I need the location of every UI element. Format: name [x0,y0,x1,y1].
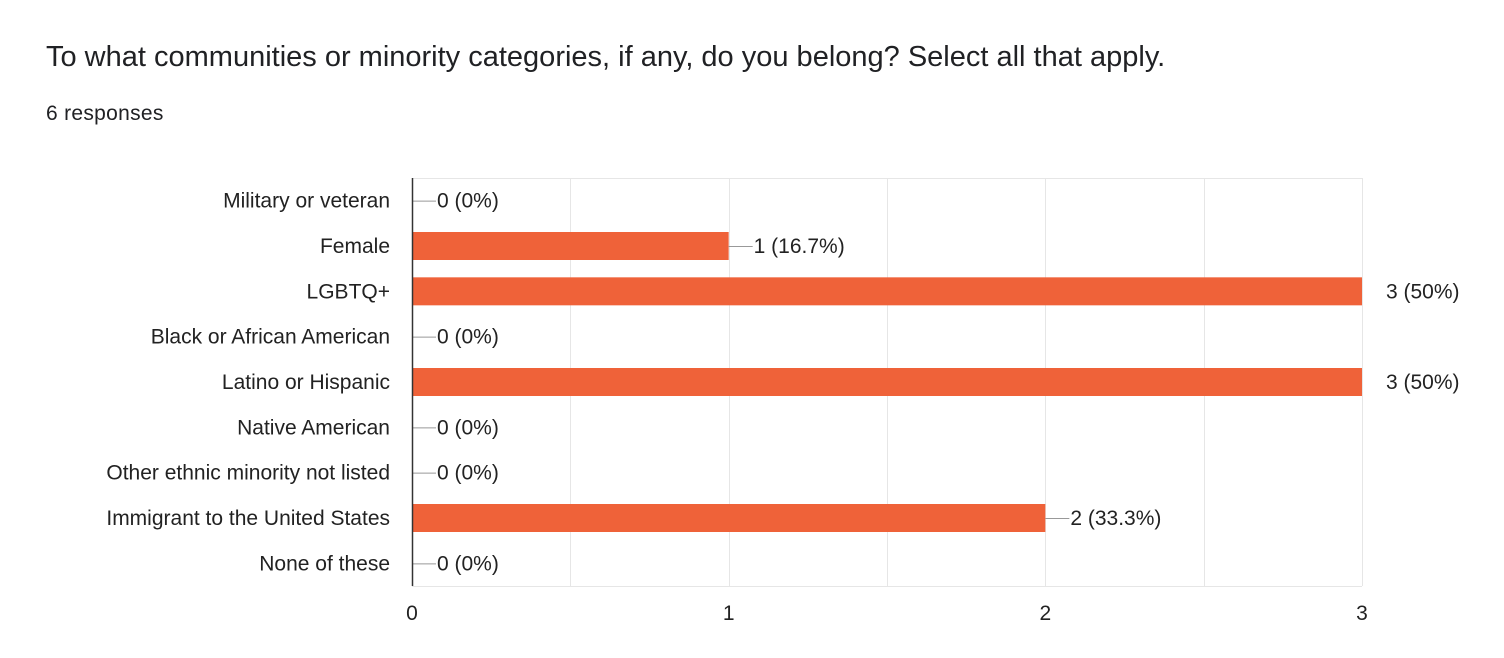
x-tick-label: 0 [406,602,418,625]
response-count: 6 responses [46,102,164,125]
data-label: 0 (0%) [437,416,499,439]
bar [412,232,729,260]
x-tick-label: 3 [1356,602,1368,625]
category-label: Immigrant to the United States [106,507,390,530]
category-label: Military or veteran [223,190,390,213]
chart-labels: Military or veteran 0 (0%) Female 1 (16.7%)… [106,190,1459,576]
data-label: 0 (0%) [437,552,499,575]
chart-bars [412,232,1362,532]
bar [412,368,1362,396]
category-label: Latino or Hispanic [222,371,390,394]
data-label: 0 (0%) [437,326,499,349]
category-label: LGBTQ+ [307,280,390,303]
data-label: 3 (50%) [1386,371,1460,394]
chart-axes: 0 1 2 3 [406,178,1368,625]
category-label: Other ethnic minority not listed [106,462,390,485]
category-label: Black or African American [151,326,390,349]
data-label: 2 (33.3%) [1070,507,1161,530]
bar [412,277,1362,306]
data-label: 0 (0%) [437,462,499,485]
x-tick-label: 1 [723,602,735,625]
data-label: 3 (50%) [1386,280,1460,303]
category-label: Native American [237,416,390,439]
bar [412,504,1046,532]
category-label: Female [320,235,390,258]
category-label: None of these [259,552,390,575]
data-label: 1 (16.7%) [754,235,845,258]
data-label: 0 (0%) [437,190,499,213]
question-title: To what communities or minority categori… [46,41,1166,73]
x-tick-label: 2 [1039,602,1051,625]
